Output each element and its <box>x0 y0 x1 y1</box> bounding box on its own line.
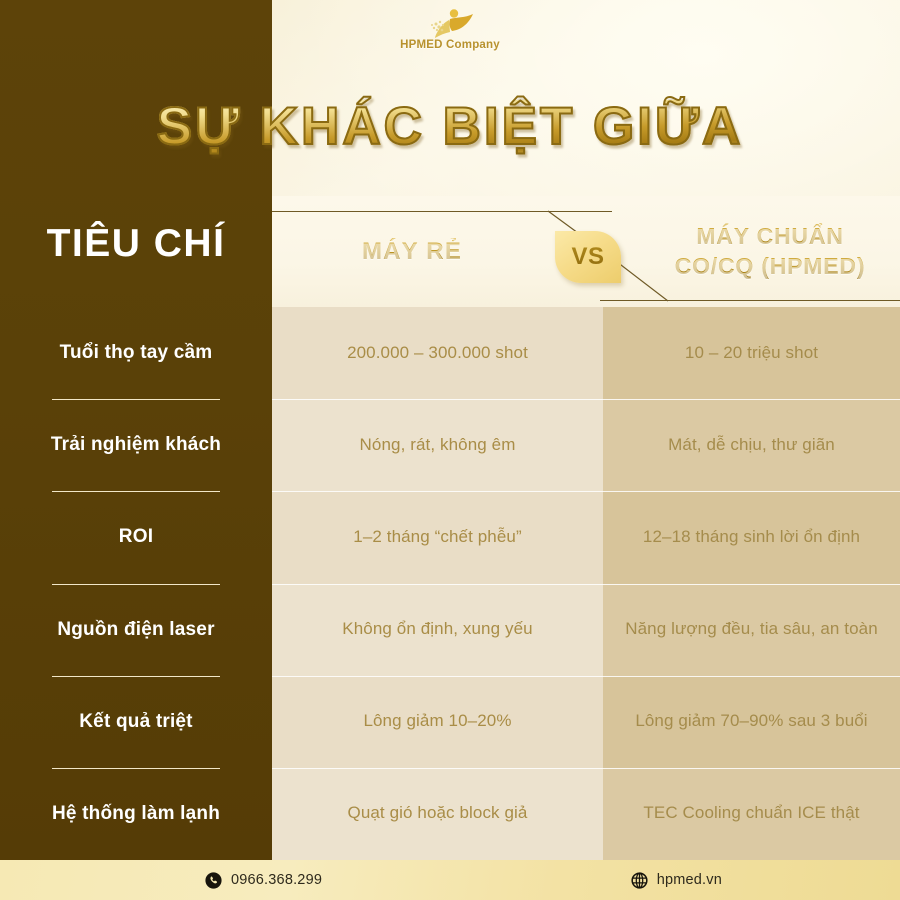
page-title: SỰ KHÁC BIỆT GIỮA <box>0 99 900 154</box>
cell-text: TEC Cooling chuẩn ICE thật <box>643 803 860 823</box>
phone-icon <box>205 871 222 889</box>
cell-standard: Mát, dễ chịu, thư giãn <box>603 399 900 492</box>
cell-standard: 12–18 tháng sinh lời ổn định <box>603 491 900 584</box>
cell-cheap: Nóng, rát, không êm <box>272 399 603 492</box>
criteria-item: Nguồn điện laser <box>0 583 272 676</box>
vs-badge-label: VS <box>571 243 605 270</box>
vs-badge: VS <box>555 231 621 283</box>
globe-icon <box>631 871 648 889</box>
table-row: Quạt gió hoặc block giả TEC Cooling chuẩ… <box>272 767 900 861</box>
criteria-label: Nguồn điện laser <box>57 618 215 640</box>
criteria-label: Kết quả triệt <box>79 710 193 732</box>
cell-text: Không ổn định, xung yếu <box>342 619 533 639</box>
criteria-item: Kết quả triệt <box>0 675 272 768</box>
contact-footer: 0966.368.299 hpmed.vn <box>0 860 900 900</box>
cell-standard: Lông giảm 70–90% sau 3 buổi <box>603 675 900 768</box>
criteria-label: Hệ thống làm lạnh <box>51 802 221 824</box>
footer-website[interactable]: hpmed.vn <box>631 871 722 889</box>
cell-text: 1–2 tháng “chết phễu” <box>353 526 522 546</box>
criteria-list: Tuổi thọ tay cầm Trải nghiệm khách ROI N… <box>0 307 272 860</box>
column-header-standard-line1: MÁY CHUẨN <box>696 222 843 251</box>
table-row: Lông giảm 10–20% Lông giảm 70–90% sau 3 … <box>272 675 900 768</box>
cell-cheap: 1–2 tháng “chết phễu” <box>272 491 603 584</box>
cell-cheap: Không ổn định, xung yếu <box>272 583 603 676</box>
cell-standard: 10 – 20 triệu shot <box>603 307 900 400</box>
cell-text: 10 – 20 triệu shot <box>684 342 819 362</box>
cell-cheap: 200.000 – 300.000 shot <box>272 307 603 400</box>
criteria-item: ROI <box>0 491 272 583</box>
table-row: Không ổn định, xung yếu Năng lượng đều, … <box>272 583 900 676</box>
sidebar-title: TIÊU CHÍ <box>46 222 226 265</box>
logo-wordmark: HPMED Company <box>400 39 500 51</box>
column-header-cheap-label: MÁY RẺ <box>361 237 463 265</box>
criteria-label: Tuổi thọ tay cầm <box>59 342 213 364</box>
cell-text: Quạt gió hoặc block giả <box>347 803 528 823</box>
table-row: 1–2 tháng “chết phễu” 12–18 tháng sinh l… <box>272 491 900 584</box>
header-rule-right <box>600 300 900 301</box>
criteria-sidebar: TIÊU CHÍ Tuổi thọ tay cầm Trải nghiệm kh… <box>0 0 272 860</box>
criteria-label: ROI <box>118 526 154 548</box>
comparison-table-body: 200.000 – 300.000 shot 10 – 20 triệu sho… <box>272 307 900 861</box>
cell-text: Lông giảm 70–90% sau 3 buổi <box>635 711 868 731</box>
column-header-standard-line2: CO/CQ (HPMED) <box>675 252 866 281</box>
column-header-cheap: MÁY RẺ <box>272 196 552 307</box>
criteria-item: Trải nghiệm khách <box>0 399 272 491</box>
criteria-label: Trải nghiệm khách <box>50 434 222 456</box>
cell-cheap: Lông giảm 10–20% <box>272 675 603 768</box>
footer-website-text: hpmed.vn <box>656 872 722 888</box>
cell-text: 200.000 – 300.000 shot <box>347 342 528 362</box>
table-row: Nóng, rát, không êm Mát, dễ chịu, thư gi… <box>272 399 900 492</box>
cell-text: Nóng, rát, không êm <box>359 434 516 454</box>
column-header-standard: MÁY CHUẨN CO/CQ (HPMED) <box>640 196 900 307</box>
table-row: 200.000 – 300.000 shot 10 – 20 triệu sho… <box>272 307 900 400</box>
cell-cheap: Quạt gió hoặc block giả <box>272 767 603 861</box>
cell-text: Năng lượng đều, tia sâu, an toàn <box>625 619 878 639</box>
cell-standard: Năng lượng đều, tia sâu, an toàn <box>603 583 900 676</box>
header-rule-left <box>272 211 612 212</box>
cell-text: 12–18 tháng sinh lời ổn định <box>642 526 861 546</box>
criteria-item: Hệ thống làm lạnh <box>0 767 272 860</box>
hpmed-leaf-person-logo-icon <box>431 9 473 38</box>
cell-text: Lông giảm 10–20% <box>363 711 512 731</box>
criteria-item: Tuổi thọ tay cầm <box>0 307 272 399</box>
footer-phone-text: 0966.368.299 <box>231 872 323 888</box>
footer-phone[interactable]: 0966.368.299 <box>205 871 323 889</box>
cell-standard: TEC Cooling chuẩn ICE thật <box>603 767 900 861</box>
cell-text: Mát, dễ chịu, thư giãn <box>668 434 835 454</box>
brand-logo: HPMED Company <box>0 8 900 51</box>
